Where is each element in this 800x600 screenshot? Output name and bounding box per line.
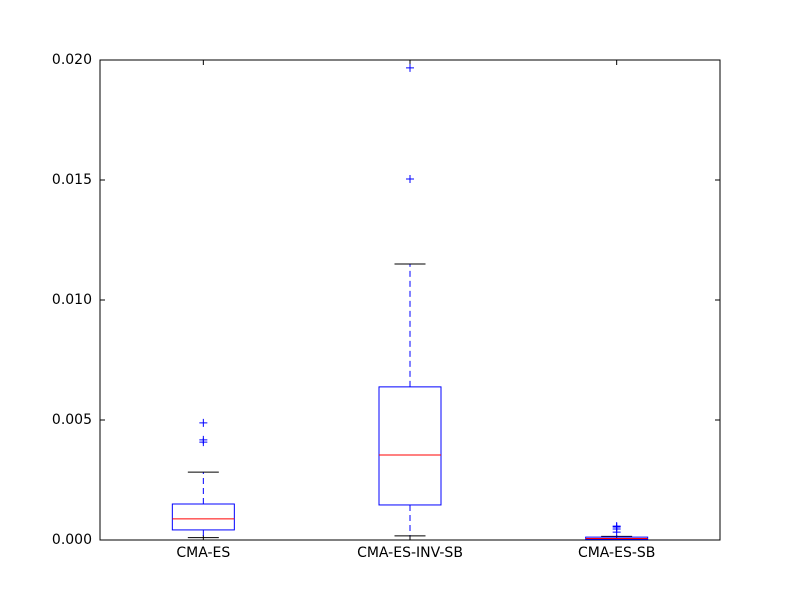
x-tick-label: CMA-ES (176, 545, 230, 561)
y-tick-label: 0.020 (52, 52, 92, 68)
flier (199, 435, 208, 444)
box (378, 386, 442, 506)
y-tick-label: 0.010 (52, 292, 92, 308)
x-tick-label: CMA-ES-SB (578, 545, 655, 561)
flier (612, 522, 621, 531)
x-tick-label: CMA-ES-INV-SB (357, 545, 463, 561)
y-tick-label: 0.000 (52, 532, 92, 548)
y-tick-label: 0.005 (52, 412, 92, 428)
flier (406, 175, 414, 184)
flier (406, 63, 414, 72)
flier (199, 418, 208, 427)
box (171, 503, 235, 531)
y-tick-label: 0.015 (52, 172, 92, 188)
